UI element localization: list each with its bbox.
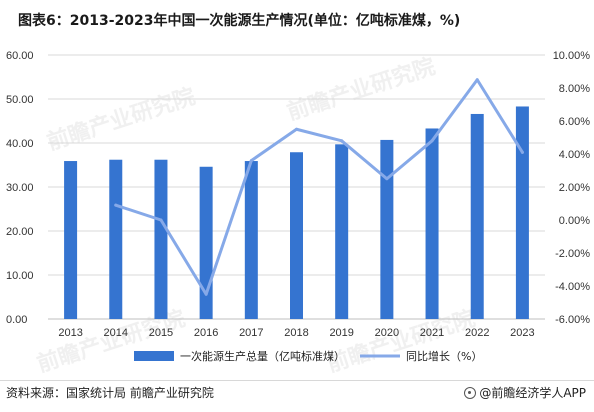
y-left-tick-label: 30.00 — [6, 182, 34, 194]
bar — [244, 161, 258, 319]
bar — [425, 128, 439, 319]
x-tick-label: 2020 — [375, 327, 399, 339]
bar — [515, 106, 529, 319]
bar — [470, 113, 484, 320]
bar — [109, 159, 123, 319]
line-point — [340, 139, 344, 143]
bar — [335, 144, 349, 319]
line-point — [295, 127, 298, 131]
line-point — [520, 150, 524, 154]
y-right-tick-label: 10.00% — [553, 50, 591, 62]
x-tick-label: 2016 — [194, 327, 218, 339]
y-right-tick-label: 4.00% — [559, 149, 590, 161]
line-point — [385, 177, 389, 181]
y-left-tick-label: 40.00 — [6, 138, 34, 150]
legend-bar-swatch — [134, 351, 174, 361]
watermark-text: 前瞻产业研究院 — [284, 53, 439, 125]
growth-line — [114, 78, 524, 296]
brand-text: @前瞻经济学人APP — [479, 386, 586, 400]
x-tick-label: 2017 — [239, 327, 263, 339]
y-right-tick-label: -6.00% — [555, 314, 590, 326]
line-point — [204, 292, 208, 296]
y-right-tick-label: 2.00% — [559, 182, 590, 194]
watermark-text: 前瞻产业研究院 — [44, 83, 199, 155]
line-point — [249, 159, 253, 163]
y-left-tick-label: 20.00 — [6, 226, 34, 238]
brand-logo-icon — [464, 387, 477, 399]
y-right-tick-label: -4.00% — [555, 281, 590, 293]
x-tick-label: 2019 — [329, 327, 353, 339]
line-point — [475, 78, 479, 82]
x-tick-label: 2021 — [420, 327, 444, 339]
line-point — [159, 218, 163, 222]
y-left-tick-label: 10.00 — [6, 270, 34, 282]
source-note: 资料来源：国家统计局 前瞻产业研究院 — [6, 386, 214, 400]
y-right-tick-label: 8.00% — [559, 83, 590, 95]
x-tick-label: 2018 — [284, 327, 308, 339]
x-tick-label: 2015 — [149, 327, 173, 339]
brand-credit: @前瞻经济学人APP — [464, 384, 586, 401]
legend-bar-label: 一次能源生产总量（亿吨标准煤） — [180, 349, 345, 363]
y-left-tick-label: 50.00 — [6, 94, 34, 106]
x-tick-label: 2013 — [58, 327, 82, 339]
bar — [199, 166, 213, 319]
y-right-tick-label: -2.00% — [555, 248, 590, 260]
x-tick-label: 2014 — [104, 327, 128, 339]
bar — [154, 159, 168, 319]
chart-title: 图表6：2013-2023年中国一次能源生产情况(单位：亿吨标准煤，%) — [18, 13, 461, 29]
footer-divider — [0, 380, 594, 381]
legend-line-label: 同比增长（%） — [406, 349, 482, 363]
bar — [380, 139, 394, 319]
line-point — [430, 139, 434, 143]
x-tick-label: 2022 — [465, 327, 489, 339]
y-left-tick-label: 0.00 — [6, 314, 27, 326]
y-left-tick-label: 60.00 — [6, 50, 34, 62]
x-tick-label: 2023 — [510, 327, 534, 339]
line-point — [114, 203, 118, 207]
bar — [290, 152, 303, 319]
y-right-tick-label: 0.00% — [559, 215, 590, 227]
y-right-tick-label: 6.00% — [559, 116, 590, 128]
bar — [64, 161, 78, 319]
